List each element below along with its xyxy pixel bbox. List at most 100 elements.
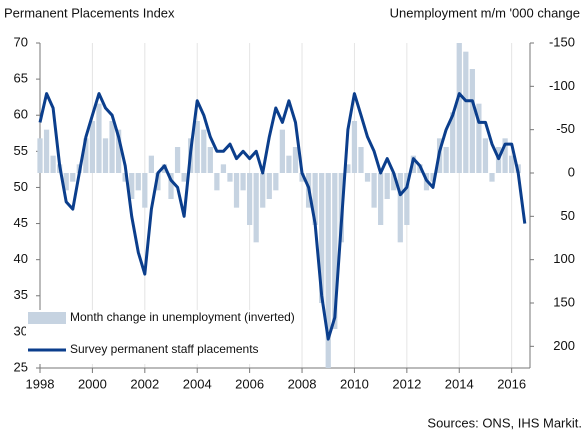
bar [266, 173, 272, 199]
y2-tick-label: 200 [553, 338, 575, 353]
bar [378, 173, 384, 225]
bar [63, 173, 69, 191]
bar [50, 155, 56, 173]
bar [43, 129, 50, 173]
bar [299, 173, 305, 182]
bar [214, 173, 220, 191]
bar [260, 173, 266, 208]
bar [292, 147, 299, 173]
bar [319, 173, 325, 303]
bar [70, 173, 76, 182]
bar [443, 147, 449, 173]
x-tick-label: 2004 [183, 376, 212, 391]
bar [332, 173, 338, 329]
bar [83, 138, 89, 173]
bar [102, 138, 109, 173]
bar [358, 147, 364, 173]
y2-tick-label: -50 [556, 121, 575, 136]
bar [253, 173, 259, 243]
bar [279, 129, 285, 173]
y2-tick-label: 100 [553, 251, 575, 266]
bar [109, 121, 115, 173]
chart-title: Permanent Placements Index [4, 5, 175, 20]
bar [142, 173, 148, 208]
bar [482, 138, 489, 173]
y-tick-label: 40 [14, 251, 28, 266]
x-tick-label: 1998 [26, 376, 55, 391]
bar [174, 147, 181, 173]
bar [273, 173, 279, 191]
bar [325, 173, 331, 368]
bar [148, 155, 154, 173]
bar [430, 173, 436, 182]
x-tick-label: 2012 [392, 376, 421, 391]
y-tick-label: 60 [14, 107, 28, 122]
bar [155, 173, 161, 191]
source: Sources: ONS, IHS Markit. [427, 415, 582, 430]
legend-box [26, 310, 286, 364]
bar [509, 155, 515, 173]
bar [240, 173, 246, 191]
x-tick-label: 2000 [78, 376, 107, 391]
bar [122, 173, 128, 182]
y2-tick-label: 150 [553, 294, 575, 309]
y-tick-label: 70 [14, 34, 28, 49]
y-tick-label: 35 [14, 287, 28, 302]
bar [312, 173, 318, 225]
y2-axis-title: Unemployment m/m '000 change [390, 5, 580, 20]
bar [456, 43, 462, 173]
bar [233, 173, 240, 208]
y-tick-label: 50 [14, 179, 28, 194]
x-tick-label: 2010 [340, 376, 369, 391]
bar [286, 155, 292, 173]
bar [129, 173, 135, 199]
bar [201, 129, 207, 173]
bar [502, 138, 508, 173]
y-tick-label: 30 [14, 323, 28, 338]
y2-tick-label: -150 [549, 34, 575, 49]
bar [371, 173, 377, 208]
legend-label: Month change in unemployment (inverted) [70, 310, 295, 324]
bar [37, 138, 43, 173]
bar [391, 173, 397, 191]
x-tick-label: 2006 [235, 376, 264, 391]
y-tick-label: 45 [14, 215, 28, 230]
bar [168, 173, 174, 199]
line [38, 92, 527, 341]
bar [247, 173, 253, 225]
y-tick-label: 55 [14, 143, 28, 158]
x-tick-label: 2016 [497, 376, 526, 391]
bar [384, 173, 390, 199]
bar [489, 173, 495, 182]
y2-tick-label: 50 [561, 208, 575, 223]
bar [207, 147, 213, 173]
legend-swatch [28, 312, 66, 324]
x-tick-label: 2014 [445, 376, 474, 391]
bar [115, 129, 122, 173]
bar [135, 173, 141, 191]
x-tick-label: 2002 [130, 376, 159, 391]
bar [194, 121, 200, 173]
y2-tick-label: -100 [549, 78, 575, 93]
legend: Month change in unemployment (inverted) S… [26, 310, 295, 364]
bar [469, 69, 475, 173]
legend-label: Survey permanent staff placements [70, 342, 259, 356]
bar [220, 164, 227, 173]
bar [181, 173, 187, 182]
bar [404, 173, 410, 225]
bar [450, 112, 456, 173]
y-tick-label: 65 [14, 71, 28, 86]
bar [476, 103, 482, 173]
bar [345, 164, 351, 173]
bar [227, 173, 233, 182]
y-tick-label: 25 [14, 359, 28, 374]
bar [96, 103, 102, 173]
x-tick-label: 2008 [288, 376, 317, 391]
bar [351, 121, 358, 173]
bar [463, 51, 469, 173]
bar [89, 121, 96, 173]
bar [397, 173, 403, 243]
bar [364, 173, 371, 182]
